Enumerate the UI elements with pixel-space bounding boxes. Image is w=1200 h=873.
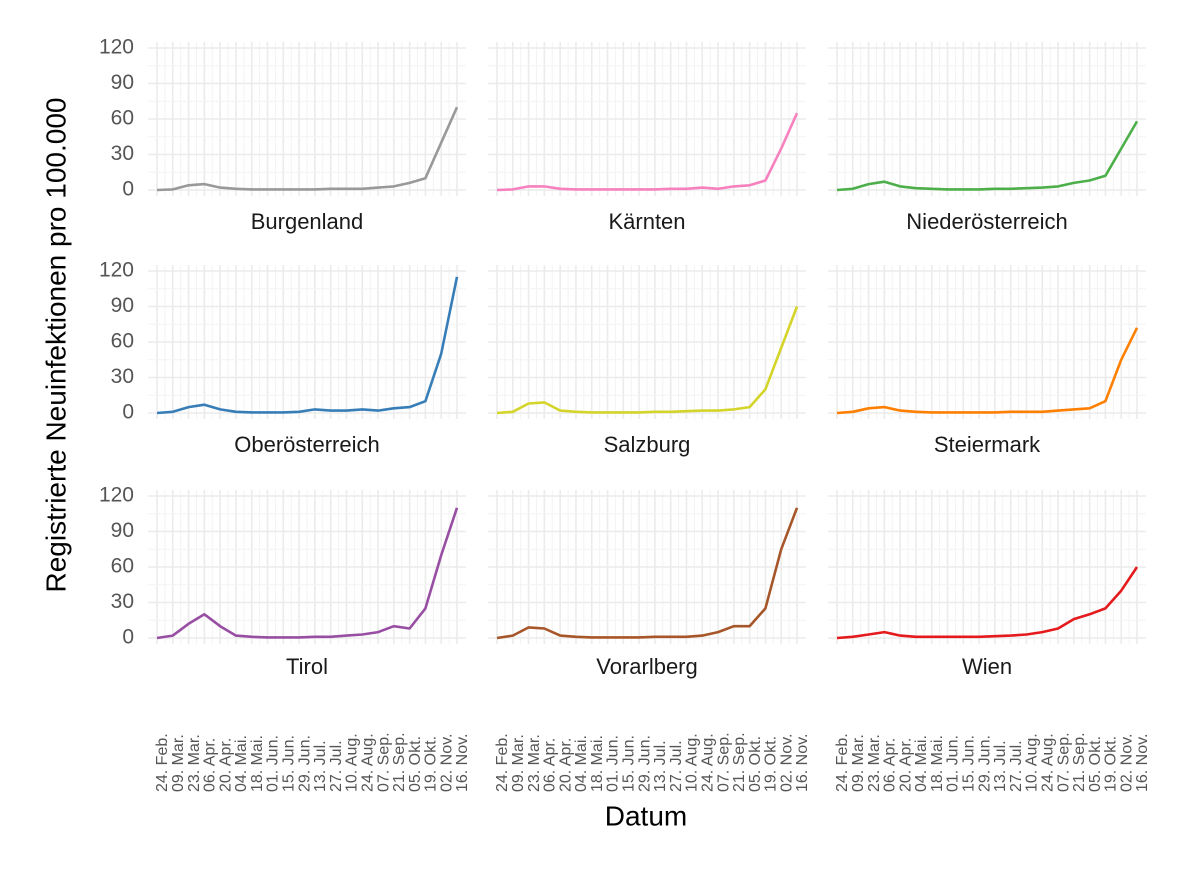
x-tick-label: 23. Mar. xyxy=(186,734,203,792)
x-tick-label: 20. Apr. xyxy=(557,738,574,792)
y-tick-label: 0 xyxy=(122,626,134,649)
y-tick-label: 30 xyxy=(111,590,134,613)
y-axis-label: Registrierte Neuinfektionen pro 100.000 xyxy=(40,98,71,593)
line xyxy=(496,306,799,415)
x-tick-label: 19. Okt. xyxy=(1103,736,1120,792)
x-tick-label: 18. Mai. xyxy=(249,735,266,792)
x-tick-label: 06. Apr. xyxy=(542,738,559,792)
y-tick-label: 120 xyxy=(99,36,134,59)
x-tick-label: 16. Nov. xyxy=(794,734,811,792)
y-tick-label: 30 xyxy=(111,142,134,165)
y-tick-label: 0 xyxy=(122,178,134,201)
panel-title: Salzburg xyxy=(604,432,691,457)
panel-title: Niederösterreich xyxy=(906,209,1067,234)
x-tick-label: 15. Jun. xyxy=(621,735,638,792)
x-tick-label: 18. Mai. xyxy=(929,735,946,792)
x-tick-label: 02. Nov. xyxy=(778,734,795,792)
x-tick-label: 19. Okt. xyxy=(763,736,780,792)
x-tick-label: 20. Apr. xyxy=(217,738,234,792)
panel-title: Wien xyxy=(962,654,1012,679)
x-tick-label: 24. Aug. xyxy=(699,733,716,792)
x-tick-label: 05. Okt. xyxy=(747,736,764,792)
x-tick-label: 15. Jun. xyxy=(961,735,978,792)
x-tick-label: 04. Mai. xyxy=(573,735,590,792)
x-tick-label: 06. Apr. xyxy=(202,738,219,792)
x-tick-label: 23. Mar. xyxy=(866,734,883,792)
x-axis-label: Datum xyxy=(605,800,687,831)
x-tick-label: 21. Sep. xyxy=(391,732,408,792)
panel-title: Burgenland xyxy=(251,209,364,234)
x-tick-label: 21. Sep. xyxy=(731,732,748,792)
x-tick-label: 13. Jul. xyxy=(652,740,669,792)
y-tick-label: 90 xyxy=(111,71,134,94)
panel-title: Steiermark xyxy=(934,432,1041,457)
x-tick-label: 07. Sep. xyxy=(1055,732,1072,792)
x-tick-label: 27. Jul. xyxy=(1008,740,1025,792)
line xyxy=(836,566,1139,640)
panel-title: Vorarlberg xyxy=(596,654,698,679)
line xyxy=(156,507,459,640)
panel-title: Tirol xyxy=(286,654,328,679)
panel-title: Oberösterreich xyxy=(234,432,380,457)
y-tick-label: 60 xyxy=(111,555,134,578)
x-tick-label: 15. Jun. xyxy=(281,735,298,792)
x-tick-label: 29. Jun. xyxy=(296,735,313,792)
y-tick-label: 90 xyxy=(111,294,134,317)
x-tick-label: 27. Jul. xyxy=(668,740,685,792)
x-tick-label: 18. Mai. xyxy=(589,735,606,792)
x-tick-label: 09. Mar. xyxy=(170,734,187,792)
y-tick-label: 90 xyxy=(111,519,134,542)
line xyxy=(496,112,799,192)
y-tick-label: 0 xyxy=(122,401,134,424)
x-tick-label: 16. Nov. xyxy=(1134,734,1151,792)
x-tick-label: 05. Okt. xyxy=(407,736,424,792)
x-tick-label: 24. Aug. xyxy=(359,733,376,792)
x-tick-label: 07. Sep. xyxy=(375,732,392,792)
x-tick-label: 02. Nov. xyxy=(1118,734,1135,792)
x-tick-label: 04. Mai. xyxy=(913,735,930,792)
line xyxy=(836,327,1139,415)
x-tick-label: 24. Aug. xyxy=(1039,733,1056,792)
x-tick-label: 13. Jul. xyxy=(992,740,1009,792)
x-tick-label: 07. Sep. xyxy=(715,732,732,792)
x-tick-label: 09. Mar. xyxy=(510,734,527,792)
x-tick-label: 23. Mar. xyxy=(526,734,543,792)
x-tick-label: 01. Jun. xyxy=(945,735,962,792)
y-tick-label: 120 xyxy=(99,259,134,282)
x-tick-label: 09. Mar. xyxy=(850,734,867,792)
x-tick-label: 05. Okt. xyxy=(1087,736,1104,792)
line xyxy=(496,507,799,640)
y-tick-label: 120 xyxy=(99,484,134,507)
x-tick-label: 04. Mai. xyxy=(233,735,250,792)
x-tick-label: 24. Feb. xyxy=(834,733,851,792)
x-tick-label: 13. Jul. xyxy=(312,740,329,792)
x-tick-label: 16. Nov. xyxy=(454,734,471,792)
x-tick-label: 29. Jun. xyxy=(976,735,993,792)
x-tick-label: 01. Jun. xyxy=(265,735,282,792)
x-tick-label: 06. Apr. xyxy=(882,738,899,792)
x-tick-label: 20. Apr. xyxy=(897,738,914,792)
x-tick-label: 19. Okt. xyxy=(423,736,440,792)
x-tick-label: 10. Aug. xyxy=(684,733,701,792)
x-tick-label: 27. Jul. xyxy=(328,740,345,792)
y-tick-label: 30 xyxy=(111,365,134,388)
line xyxy=(156,276,459,415)
line xyxy=(156,106,459,192)
y-tick-label: 60 xyxy=(111,330,134,353)
x-tick-label: 01. Jun. xyxy=(605,735,622,792)
line xyxy=(836,120,1139,192)
x-tick-label: 24. Feb. xyxy=(154,733,171,792)
x-tick-label: 10. Aug. xyxy=(1024,733,1041,792)
x-tick-label: 24. Feb. xyxy=(494,733,511,792)
y-tick-label: 60 xyxy=(111,107,134,130)
panel-title: Kärnten xyxy=(608,209,685,234)
x-tick-label: 10. Aug. xyxy=(344,733,361,792)
x-tick-label: 29. Jun. xyxy=(636,735,653,792)
x-tick-label: 21. Sep. xyxy=(1071,732,1088,792)
x-tick-label: 02. Nov. xyxy=(438,734,455,792)
